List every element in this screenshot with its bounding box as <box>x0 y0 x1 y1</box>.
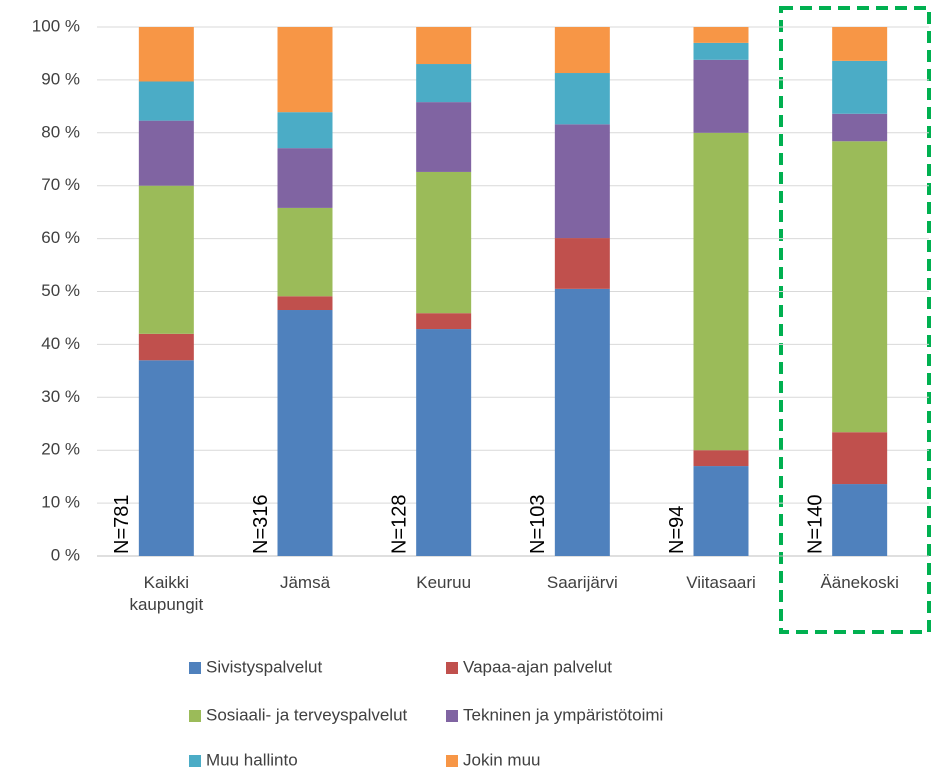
y-tick-label: 80 % <box>41 122 80 141</box>
bar-segment <box>554 73 610 125</box>
bar-segment <box>277 27 333 113</box>
bar-segment <box>832 484 888 556</box>
legend-label: Sivistyspalvelut <box>206 657 322 676</box>
annotation: N=316 <box>250 495 272 555</box>
x-tick-label: Jämsä <box>279 573 331 592</box>
legend-swatch <box>189 710 201 722</box>
legend-label: Vapaa-ajan palvelut <box>463 657 612 676</box>
bar-segment <box>416 171 472 314</box>
legend-swatch <box>446 710 458 722</box>
annotation: N=128 <box>388 495 410 555</box>
legend-swatch <box>446 755 458 767</box>
bar-segment <box>693 450 749 467</box>
bar-segment <box>693 42 749 60</box>
bar-segment <box>138 81 194 121</box>
y-tick-label: 0 % <box>51 545 80 564</box>
y-tick-label: 100 % <box>32 16 80 35</box>
bar-segment <box>277 112 333 149</box>
x-tick-label-box: Saarijärvi <box>546 573 618 592</box>
y-tick-label: 60 % <box>41 228 80 247</box>
bar-segment <box>554 238 610 289</box>
bar-segment <box>693 27 749 43</box>
y-tick-label: 30 % <box>41 387 80 406</box>
x-tick-label: Äänekoski <box>820 573 899 592</box>
bar-segment <box>277 148 333 208</box>
bar-segment <box>554 27 610 74</box>
legend-swatch <box>446 662 458 674</box>
legend-label: Muu hallinto <box>206 750 298 769</box>
bar-segment <box>416 64 472 103</box>
y-tick-label: 70 % <box>41 175 80 194</box>
annotation: N=140 <box>804 495 826 555</box>
y-tick-label: 40 % <box>41 334 80 353</box>
bar-segment <box>277 207 333 297</box>
bar-segment <box>138 120 194 186</box>
x-tick-label-box: Äänekoski <box>820 573 899 592</box>
x-tick-label: Kaikki kaupungit <box>129 573 204 614</box>
bar-segment <box>693 59 749 133</box>
legend-swatch <box>189 662 201 674</box>
y-tick-label: 90 % <box>41 69 80 88</box>
bar-segment <box>832 113 888 142</box>
y-tick-label: 20 % <box>41 440 80 459</box>
bar-segment <box>138 360 194 556</box>
bar-segment <box>832 27 888 61</box>
legend-label: Jokin muu <box>463 750 540 769</box>
x-tick-label-box: Keuruu <box>416 573 472 592</box>
bar-segment <box>138 333 194 361</box>
y-tick-label: 10 % <box>41 493 80 512</box>
bar-segment <box>832 60 888 114</box>
x-tick-label: Keuruu <box>416 573 472 592</box>
legend-label: Sosiaali- ja terveyspalvelut <box>206 705 408 724</box>
bar-segment <box>416 102 472 172</box>
annotation: N=781 <box>111 495 133 555</box>
x-tick-label-box: Jämsä <box>279 573 331 592</box>
bar-segment <box>554 288 610 556</box>
bar-segment <box>416 27 472 65</box>
bar-segment <box>832 141 888 433</box>
bar-segment <box>554 124 610 239</box>
bar-segment <box>277 296 333 311</box>
annotation: N=94 <box>666 506 688 554</box>
highlight-box <box>779 6 931 634</box>
bar-segment <box>693 466 749 556</box>
bar-segment <box>693 132 749 451</box>
bar-segment <box>277 310 333 556</box>
x-tick-label-box: Viitasaari <box>686 573 756 592</box>
x-tick-label: Saarijärvi <box>546 573 618 592</box>
y-tick-label: 50 % <box>41 281 80 300</box>
bar-segment <box>416 329 472 556</box>
annotation: N=103 <box>527 495 549 555</box>
legend-swatch <box>189 755 201 767</box>
bar-segment <box>832 432 888 485</box>
x-tick-label: Viitasaari <box>686 573 756 592</box>
bar-segment <box>138 27 194 82</box>
bar-segment <box>138 185 194 334</box>
bar-segment <box>416 313 472 330</box>
legend-label: Tekninen ja ympäristötoimi <box>463 705 663 724</box>
x-tick-label-box: Kaikki kaupungit <box>129 573 204 614</box>
